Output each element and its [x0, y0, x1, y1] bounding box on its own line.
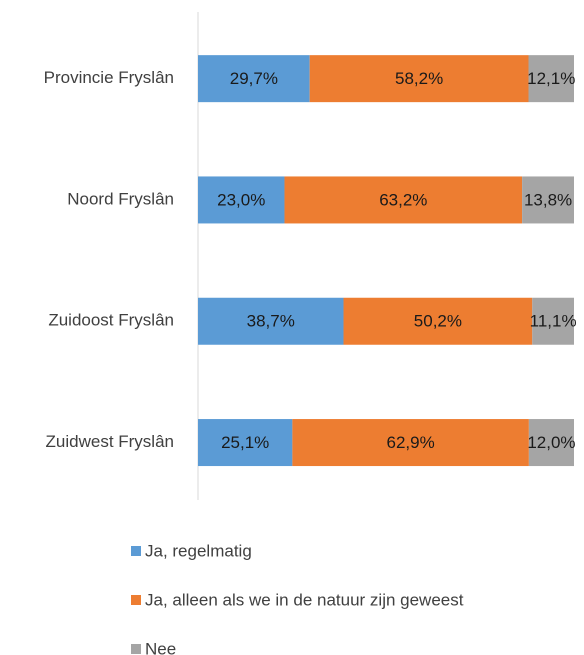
- data-label: 50,2%: [414, 312, 462, 331]
- data-label: 12,1%: [527, 69, 575, 88]
- legend-label: Ja, alleen als we in de natuur zijn gewe…: [145, 590, 464, 609]
- data-label: 11,1%: [530, 312, 577, 331]
- data-label: 58,2%: [395, 69, 443, 88]
- data-label: 23,0%: [217, 190, 265, 209]
- bar-segment: [528, 55, 574, 103]
- data-label: 63,2%: [379, 190, 427, 209]
- bar-segment: [198, 419, 293, 467]
- bar-segment: [309, 55, 529, 103]
- data-label: 13,8%: [524, 190, 572, 209]
- legend-label: Ja, regelmatig: [145, 541, 252, 560]
- bar-segment: [522, 176, 574, 224]
- bar-segment: [292, 419, 529, 467]
- y-tick-label: Zuidoost Fryslân: [48, 311, 174, 330]
- data-label: 25,1%: [221, 433, 269, 452]
- legend-swatch: [131, 595, 141, 605]
- bar-segment: [198, 55, 310, 103]
- bar-segment: [198, 297, 344, 345]
- bar-segment: [528, 419, 574, 467]
- data-label: 38,7%: [247, 312, 295, 331]
- data-label: 12,0%: [527, 433, 575, 452]
- y-tick-label: Provincie Fryslân: [44, 68, 174, 87]
- legend-label: Nee: [145, 639, 176, 655]
- legend-swatch: [131, 546, 141, 556]
- y-tick-label: Noord Fryslân: [67, 189, 174, 208]
- y-tick-label: Zuidwest Fryslân: [46, 432, 174, 451]
- data-label: 62,9%: [387, 433, 435, 452]
- data-label: 29,7%: [230, 69, 278, 88]
- bar-segment: [198, 176, 285, 224]
- bar-segment: [343, 297, 533, 345]
- bar-segment: [532, 297, 574, 345]
- bar-segment: [284, 176, 523, 224]
- legend-swatch: [131, 644, 141, 654]
